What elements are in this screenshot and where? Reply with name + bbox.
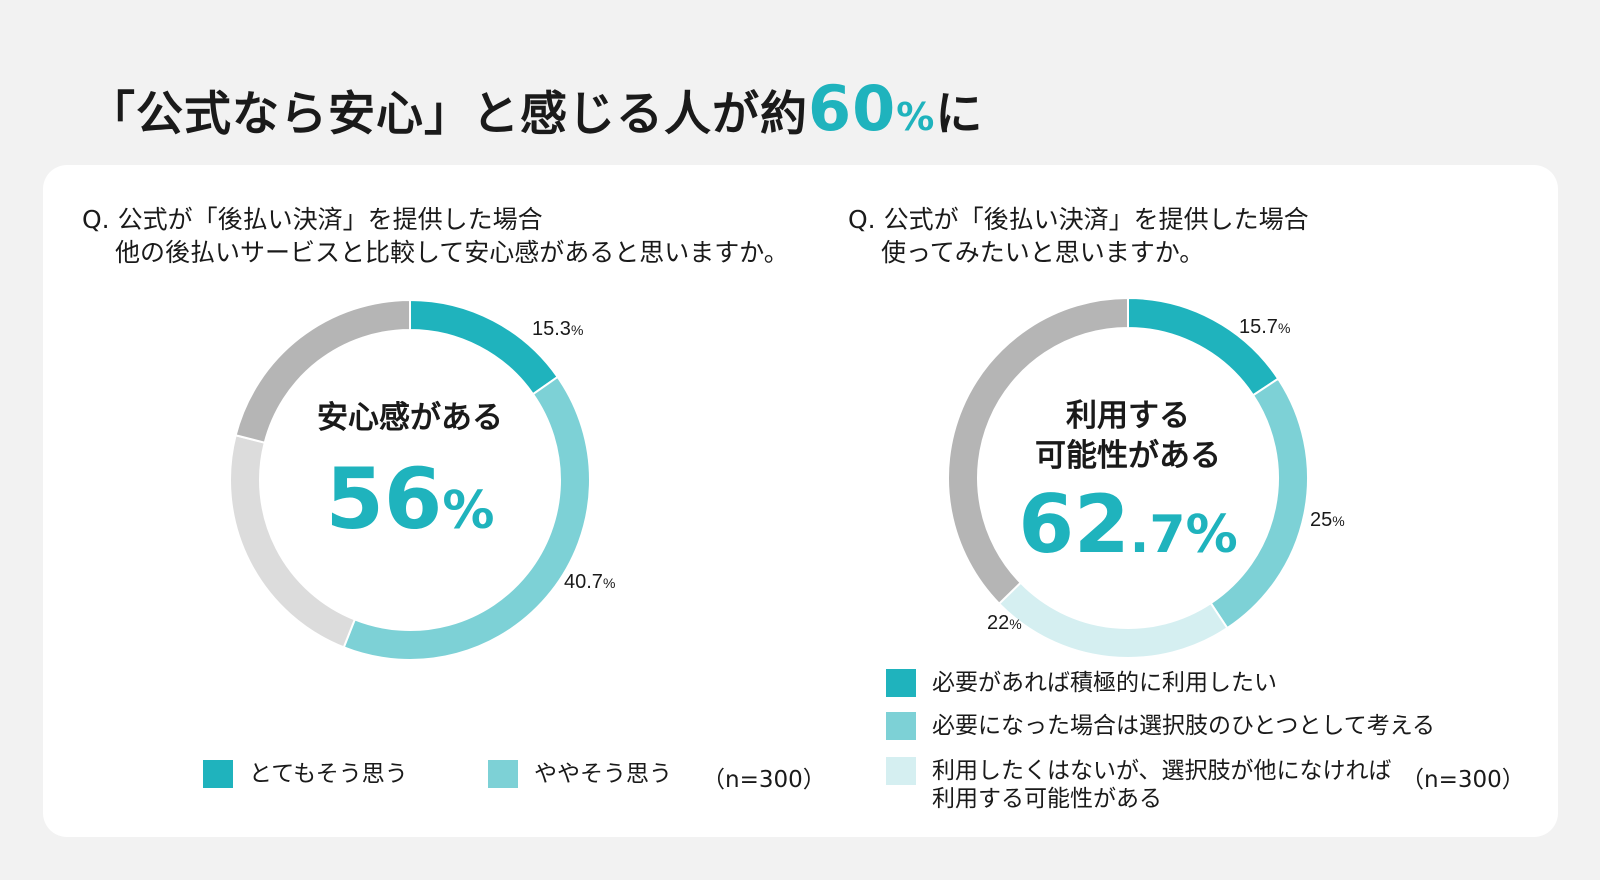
left-donut-segment-4 [234, 298, 411, 444]
right-legend-swatch-1 [886, 669, 916, 697]
left-center-number: 56 [325, 450, 443, 548]
headline: 「公式なら安心」と感じる人が約60%に [88, 72, 983, 145]
left-donut-chart [229, 298, 591, 661]
left-center-value: 56% [280, 450, 540, 548]
right-label-dark-value: 15.7 [1239, 316, 1278, 338]
right-legend-item-1: 必要があれば積極的に利用したい [886, 669, 1277, 697]
right-label-medium-unit: % [1332, 513, 1345, 529]
left-legend-item-2: ややそう思う [488, 760, 672, 788]
left-label-dark: 15.3% [532, 318, 583, 341]
right-label-dark-unit: % [1277, 320, 1291, 336]
right-center-decimal: .7 [1129, 505, 1186, 565]
right-label-medium-value: 25 [1310, 509, 1333, 531]
left-label-medium: 40.7% [564, 571, 615, 594]
right-donut-segment-4 [947, 296, 1129, 606]
right-donut-segment-3 [997, 581, 1229, 659]
headline-unit: % [896, 95, 936, 139]
right-donut-chart [947, 296, 1309, 659]
right-center-number: 62 [1018, 478, 1130, 571]
left-legend-swatch-2 [488, 760, 518, 788]
right-legend-item-2: 必要になった場合は選択肢のひとつとして考える [886, 712, 1435, 740]
right-label-light-value: 22 [987, 612, 1010, 634]
right-legend-item-3: 利用したくはないが、選択肢が他になければ 利用する可能性がある [886, 757, 1392, 813]
left-legend-swatch-1 [203, 760, 233, 788]
left-legend-item-1: とてもそう思う [203, 760, 408, 788]
right-legend-label-2: 必要になった場合は選択肢のひとつとして考える [932, 713, 1436, 739]
left-question-line2: 他の後払いサービスと比較して安心感があると思いますか。 [115, 238, 789, 267]
left-label-dark-unit: % [570, 322, 584, 338]
right-center-text: 利用する 可能性がある 62.7% [988, 396, 1268, 571]
left-center-text: 安心感がある 56% [280, 398, 540, 548]
headline-number: 60 [808, 72, 897, 145]
right-center-unit: % [1185, 505, 1238, 565]
left-label-medium-value: 40.7 [564, 571, 603, 593]
left-legend-label-1: とてもそう思う [249, 761, 408, 787]
right-legend-label-3: 利用したくはないが、選択肢が他になければ 利用する可能性がある [932, 758, 1392, 812]
right-legend-swatch-2 [886, 712, 916, 740]
left-label-medium-unit: % [602, 575, 616, 591]
right-label-light-unit: % [1009, 616, 1022, 632]
right-donut-segment-1 [1127, 296, 1280, 397]
right-legend-label-1: 必要があれば積極的に利用したい [932, 670, 1277, 696]
left-sample-size: （n=300） [702, 767, 826, 793]
left-question-line1: Q. 公式が「後払い決済」を提供した場合 [82, 205, 543, 234]
headline-prefix: 「公式なら安心」と感じる人が約 [88, 87, 808, 142]
right-question-line2: 使ってみたいと思いますか。 [881, 238, 1205, 267]
left-center-title: 安心感がある [317, 400, 503, 436]
left-donut-segment-1 [409, 298, 559, 396]
right-question-line1: Q. 公式が「後払い決済」を提供した場合 [848, 205, 1309, 234]
right-label-light: 22% [987, 612, 1022, 635]
headline-suffix: に [935, 87, 984, 142]
left-question: Q. 公式が「後払い決済」を提供した場合 他の後払いサービスと比較して安心感があ… [82, 203, 789, 269]
right-center-value: 62.7% [988, 478, 1268, 571]
left-center-unit: % [442, 481, 495, 541]
right-center-title: 利用する 可能性がある [1035, 398, 1221, 474]
left-legend-label-2: ややそう思う [534, 761, 672, 787]
left-label-dark-value: 15.3 [532, 318, 571, 340]
right-question: Q. 公式が「後払い決済」を提供した場合 使ってみたいと思いますか。 [848, 203, 1309, 269]
right-label-medium: 25% [1310, 509, 1345, 532]
right-label-dark: 15.7% [1239, 316, 1290, 339]
right-legend-swatch-3 [886, 757, 916, 785]
right-sample-size: （n=300） [1401, 767, 1525, 793]
